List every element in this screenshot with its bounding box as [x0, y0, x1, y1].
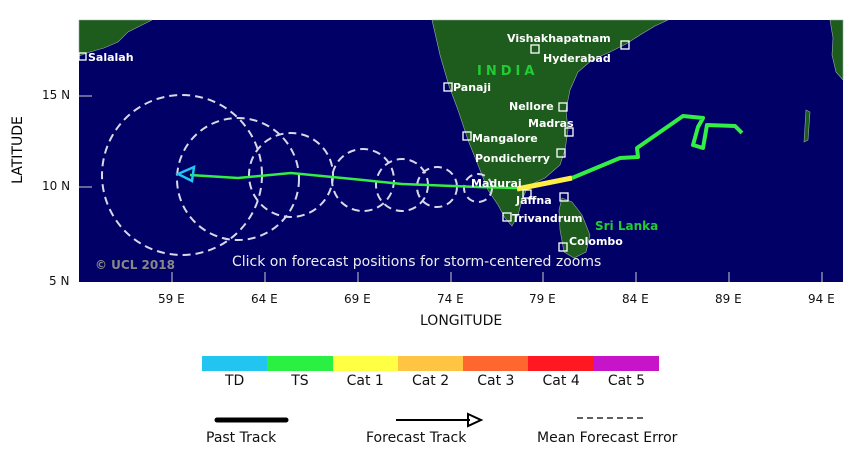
city-label: Hyderabad: [543, 52, 611, 65]
y-axis-label: LATITUDE: [10, 116, 26, 184]
city-label: Colombo: [569, 235, 623, 248]
lon-tick: 59 E: [158, 292, 185, 306]
lat-tick: 10 N: [42, 179, 71, 193]
copyright: © UCL 2018: [95, 258, 175, 272]
city-label: Vishakhapatnam: [507, 32, 611, 45]
legend-past-track-label: Past Track: [206, 430, 277, 446]
legend-swatch: [332, 356, 398, 371]
category-legend: TD TS Cat 1 Cat 2 Cat 3 Cat 4 Cat 5: [202, 356, 660, 389]
legend-swatch: [593, 356, 660, 371]
legend-category-3: Cat 2: [397, 356, 464, 389]
legend-swatch: [202, 356, 268, 371]
city-label: Jaffna: [516, 194, 552, 207]
city-label: Madurai: [471, 177, 522, 190]
lat-tick: 5 N: [49, 274, 70, 288]
forecast-track[interactable]: [189, 171, 518, 190]
city-label: Nellore: [509, 100, 554, 113]
legend-category-1: TS: [267, 356, 333, 389]
country-label-srilanka: Sri Lanka: [595, 219, 659, 233]
legend-category-2: Cat 1: [332, 356, 398, 389]
andaman-islands: [803, 109, 811, 143]
legend-forecast-arrow-icon: [396, 412, 484, 428]
oman-land: [78, 19, 153, 57]
country-label-india: INDIA: [477, 64, 539, 79]
past-track-yellow: [516, 175, 573, 192]
city-label: Pondicherry: [475, 152, 550, 165]
legend-category-5: Cat 4: [528, 356, 594, 389]
city-label: Panaji: [453, 81, 491, 94]
lon-tick: 94 E: [808, 292, 835, 306]
lon-tick: 64 E: [251, 292, 278, 306]
lon-tick: 84 E: [622, 292, 649, 306]
legend-swatch: [397, 356, 464, 371]
instruction-text: Click on forecast positions for storm-ce…: [232, 254, 602, 270]
myanmar-land: [829, 19, 844, 81]
past-track-green: [571, 114, 744, 180]
legend-category-label: Cat 2: [411, 373, 450, 389]
city-label: Mangalore: [472, 132, 538, 145]
legend-category-label: Cat 4: [542, 373, 580, 389]
error-circle: [331, 148, 395, 212]
x-axis-label: LONGITUDE: [420, 313, 503, 329]
city-label: Trivandrum: [512, 212, 583, 225]
land: [78, 19, 844, 259]
legend-category-label: TS: [291, 373, 309, 389]
legend-category-label: Cat 1: [346, 373, 384, 389]
legend-category-6: Cat 5: [593, 356, 660, 389]
legend-category-4: Cat 3: [463, 356, 529, 389]
lon-tick: 74 E: [437, 292, 464, 306]
city-label: Madras: [528, 117, 574, 130]
lon-tick: 79 E: [529, 292, 556, 306]
legend-forecast-track-label: Forecast Track: [366, 430, 467, 446]
error-circle: [248, 132, 334, 218]
error-circle: [176, 117, 300, 241]
forecast-arrow-icon: [175, 164, 196, 183]
city-markers: [78, 40, 630, 252]
legend-category-0: TD: [202, 356, 268, 389]
lon-tick: 69 E: [344, 292, 371, 306]
legend-category-label: TD: [224, 373, 245, 389]
lon-tick: 89 E: [715, 292, 742, 306]
axis-ticks: [79, 95, 823, 282]
city-label: Salalah: [88, 51, 134, 64]
legend-swatch: [528, 356, 594, 371]
lat-tick: 15 N: [42, 88, 71, 102]
legend-category-label: Cat 3: [477, 373, 515, 389]
legend-mean-error-label: Mean Forecast Error: [537, 430, 678, 446]
legend-swatch: [267, 356, 333, 371]
legend-category-label: Cat 5: [607, 373, 646, 389]
legend-swatch: [463, 356, 529, 371]
